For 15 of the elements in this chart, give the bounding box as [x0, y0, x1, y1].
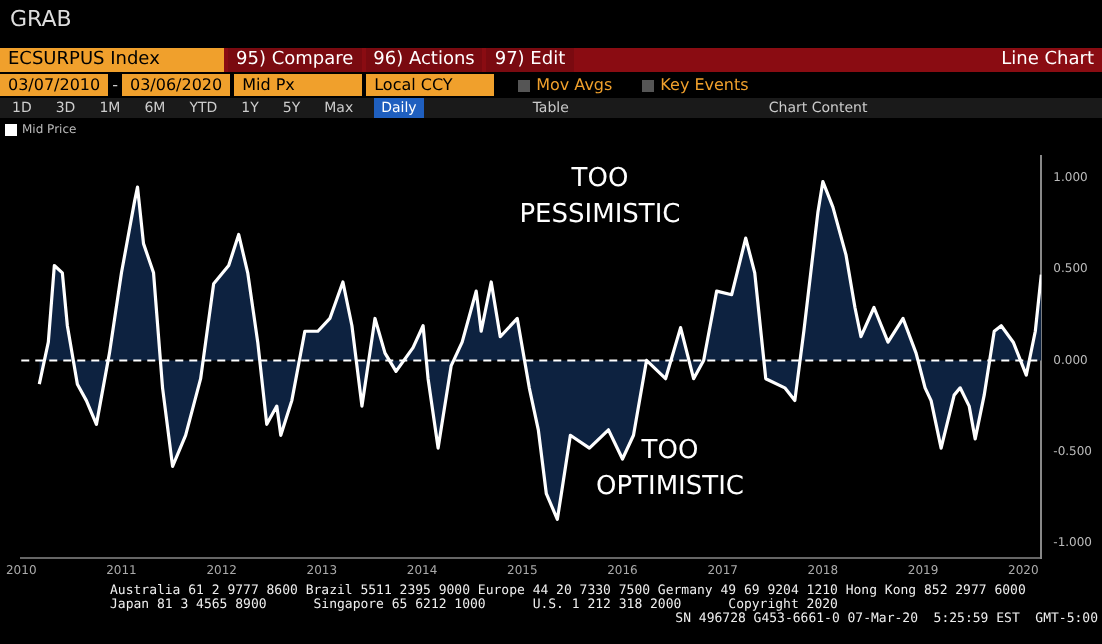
chart-title: ECSURPUS Index [0, 48, 224, 72]
text: Line Chart [1001, 48, 1096, 72]
annotation: TOO PESSIMISTIC [517, 162, 683, 234]
text: 03/06/2020 [122, 74, 231, 96]
annotation: TOO OPTIMISTIC [593, 434, 746, 506]
text: - [112, 74, 118, 96]
text: 97) Edit [486, 48, 574, 72]
text: 96) Actions [365, 48, 483, 72]
text: Mid Px [234, 74, 363, 96]
text: 03/07/2010 [0, 74, 109, 96]
text: Local CCY [366, 74, 495, 96]
text: Mov Avgs [536, 74, 613, 96]
text: GRAB [8, 4, 74, 36]
text: 95) Compare [228, 48, 362, 72]
text: Key Events [660, 74, 749, 96]
